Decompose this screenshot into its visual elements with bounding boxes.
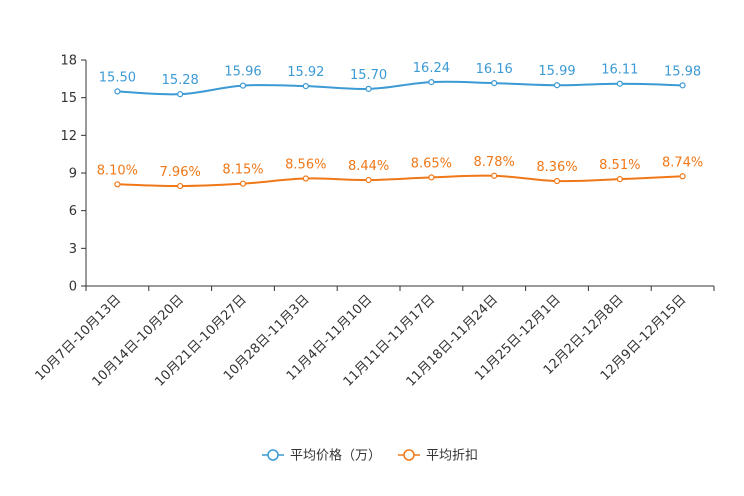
- data-label: 16.16: [476, 62, 513, 77]
- data-point: [679, 173, 686, 180]
- data-point: [365, 176, 372, 184]
- data-point: [114, 181, 121, 188]
- data-label: 15.50: [99, 70, 136, 85]
- data-label: 8.10%: [97, 163, 138, 178]
- axes: 036912151810月7日-10月13日10月14日-10月20日10月21…: [33, 54, 715, 390]
- y-tick-label: 15: [60, 91, 77, 106]
- data-point: [177, 182, 184, 190]
- legend-marker: [267, 449, 279, 461]
- data-label: 7.96%: [160, 165, 201, 180]
- data-point: [239, 82, 247, 89]
- y-tick-label: 0: [69, 280, 77, 295]
- y-tick-label: 18: [60, 54, 77, 69]
- legend-item: 平均折扣: [398, 449, 478, 464]
- y-tick-label: 9: [69, 167, 77, 182]
- data-label: 8.65%: [411, 156, 452, 171]
- data-point: [239, 180, 247, 187]
- data-point: [553, 177, 561, 185]
- y-tick-label: 3: [69, 242, 77, 257]
- data-point: [616, 80, 623, 87]
- data-point: [679, 82, 686, 89]
- data-label: 15.28: [162, 73, 199, 88]
- legend-marker: [403, 449, 415, 461]
- data-label: 8.51%: [599, 158, 640, 173]
- series-line: [117, 174, 683, 188]
- y-tick-label: 12: [60, 129, 77, 144]
- data-point: [491, 80, 498, 87]
- data-point: [616, 176, 623, 183]
- data-label: 8.15%: [222, 163, 263, 178]
- data-label: 8.44%: [348, 159, 389, 174]
- data-point: [428, 174, 435, 181]
- data-label: 15.96: [224, 65, 261, 80]
- legend: 平均价格（万） 平均折扣: [262, 448, 478, 464]
- series-line: [117, 80, 683, 96]
- data-point: [428, 78, 435, 86]
- data-label: 15.92: [287, 65, 324, 80]
- legend-label: 平均价格（万）: [290, 448, 381, 464]
- data-label: 8.36%: [536, 160, 577, 175]
- data-label: 15.70: [350, 68, 387, 83]
- data-point: [365, 85, 372, 92]
- data-label: 15.98: [664, 64, 701, 79]
- data-label: 16.11: [601, 63, 638, 78]
- data-point: [491, 172, 498, 179]
- data-label: 16.24: [413, 61, 450, 76]
- data-point: [302, 83, 309, 90]
- legend-label: 平均折扣: [426, 449, 478, 464]
- data-point: [302, 175, 309, 182]
- series-layer: 15.50 15.28 15.96 15.92 15.70 16.24 16.16 15.99…: [97, 61, 703, 190]
- series-average-price: 15.50 15.28 15.96 15.92 15.70 16.24 16.16 15.99…: [99, 61, 701, 98]
- data-label: 8.56%: [285, 158, 326, 173]
- data-label: 15.99: [538, 64, 575, 79]
- data-label: 8.74%: [662, 155, 703, 170]
- data-point: [114, 88, 121, 95]
- y-tick-label: 6: [69, 204, 77, 219]
- legend-item: 平均价格（万）: [262, 448, 381, 464]
- data-point: [177, 91, 184, 98]
- data-label: 8.78%: [474, 155, 515, 170]
- series-average-discount: 8.10% 7.96% 8.15% 8.56% 8.44% 8.65% 8.78% 8.36%…: [97, 155, 703, 190]
- data-point: [553, 82, 561, 89]
